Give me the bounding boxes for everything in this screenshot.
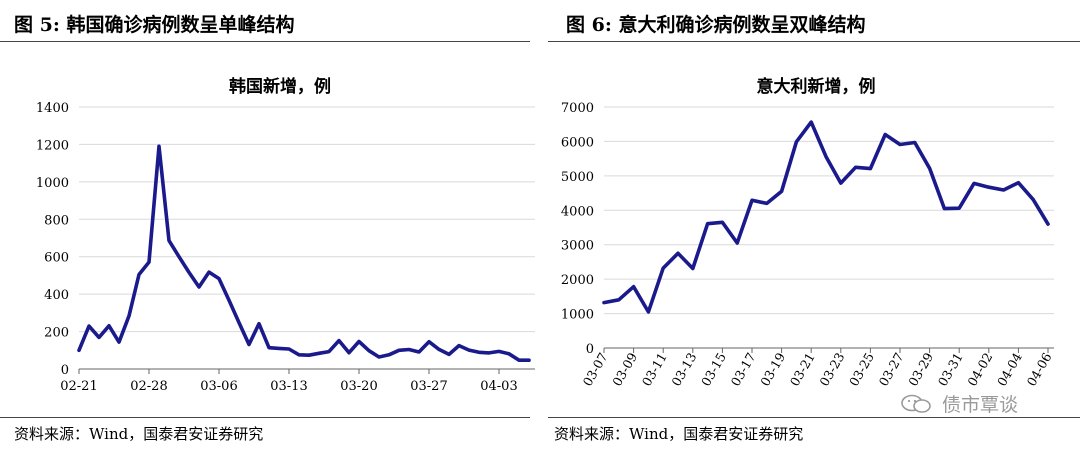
x-tick-label: 03-07 bbox=[580, 350, 611, 389]
divider-top bbox=[0, 41, 530, 42]
watermark-text: 债市覃谈 bbox=[942, 394, 1019, 416]
series-line bbox=[602, 120, 1050, 314]
chart-title: 意大利新增，例 bbox=[756, 77, 876, 97]
x-tick-label: 03-09 bbox=[609, 350, 640, 389]
x-tick-label: 03-17 bbox=[728, 350, 759, 389]
x-tick-label: 03-20 bbox=[340, 379, 377, 394]
figure-heading: 图 6: 意大利确诊病例数呈双峰结构 bbox=[566, 14, 866, 36]
x-tick-label: 03-29 bbox=[905, 350, 936, 389]
x-tick-label: 03-27 bbox=[876, 350, 907, 389]
y-tick-label: 4000 bbox=[561, 204, 594, 219]
y-tick-label: 0 bbox=[586, 342, 594, 357]
x-tick-label: 03-06 bbox=[200, 379, 237, 394]
series-line bbox=[77, 144, 531, 363]
y-tick-label: 7000 bbox=[561, 101, 594, 116]
y-tick-label: 6000 bbox=[561, 135, 594, 150]
x-tick-label: 02-28 bbox=[130, 379, 167, 394]
x-tick-label: 03-27 bbox=[410, 379, 447, 394]
x-tick-label: 04-06 bbox=[1024, 350, 1055, 389]
wechat-icon bbox=[901, 394, 931, 413]
figure-panel-korea: 图 5: 韩国确诊病例数呈单峰结构 韩国新增，例 0 200 400 600 800 10… bbox=[0, 0, 535, 452]
y-tick-label: 3000 bbox=[561, 239, 594, 254]
y-tick-label: 1200 bbox=[36, 138, 69, 153]
x-tick-label: 03-19 bbox=[757, 350, 788, 389]
x-tick-label: 03-13 bbox=[668, 350, 699, 389]
y-tick-label: 0 bbox=[61, 363, 69, 378]
y-tick-label: 1000 bbox=[561, 308, 594, 323]
x-tick-label: 03-13 bbox=[270, 379, 307, 394]
x-tick-label: 03-25 bbox=[846, 350, 877, 389]
divider-bottom bbox=[548, 417, 1080, 418]
divider-bottom bbox=[0, 417, 530, 418]
x-tick-label: 03-23 bbox=[816, 350, 847, 389]
figure-panel-italy: 图 6: 意大利确诊病例数呈双峰结构 意大利新增，例 0 1000 2000 3000… bbox=[548, 0, 1080, 452]
y-tick-label: 600 bbox=[44, 251, 69, 266]
y-tick-label: 1400 bbox=[36, 101, 69, 116]
y-tick-label: 800 bbox=[44, 213, 69, 228]
x-tick-label: 04-03 bbox=[480, 379, 517, 394]
x-tick-label: 03-21 bbox=[787, 350, 818, 389]
x-tick-label: 02-21 bbox=[60, 379, 97, 394]
source-note: 资料来源：Wind，国泰君安证券研究 bbox=[14, 425, 264, 443]
source-note: 资料来源：Wind，国泰君安证券研究 bbox=[554, 425, 804, 443]
chart-title: 韩国新增，例 bbox=[229, 77, 331, 97]
x-tick-label: 04-04 bbox=[994, 350, 1025, 389]
y-tick-label: 200 bbox=[44, 326, 69, 341]
divider-top bbox=[548, 41, 1080, 42]
y-tick-label: 400 bbox=[44, 288, 69, 303]
figure-heading: 图 5: 韩国确诊病例数呈单峰结构 bbox=[14, 14, 295, 36]
x-tick-label: 03-15 bbox=[698, 350, 729, 389]
x-tick-label: 03-31 bbox=[935, 350, 966, 389]
korea-line-chart: 0 200 400 600 800 1000 1200 1400 02-21 02-28 03-06… bbox=[36, 101, 535, 394]
y-tick-label: 2000 bbox=[561, 273, 594, 288]
italy-line-chart: 0100020003000400050006000700003-0703-090… bbox=[561, 101, 1055, 389]
y-tick-label: 5000 bbox=[561, 170, 594, 185]
x-tick-label: 03-11 bbox=[639, 350, 670, 389]
x-tick-label: 04-02 bbox=[964, 350, 995, 389]
y-tick-label: 1000 bbox=[36, 176, 69, 191]
